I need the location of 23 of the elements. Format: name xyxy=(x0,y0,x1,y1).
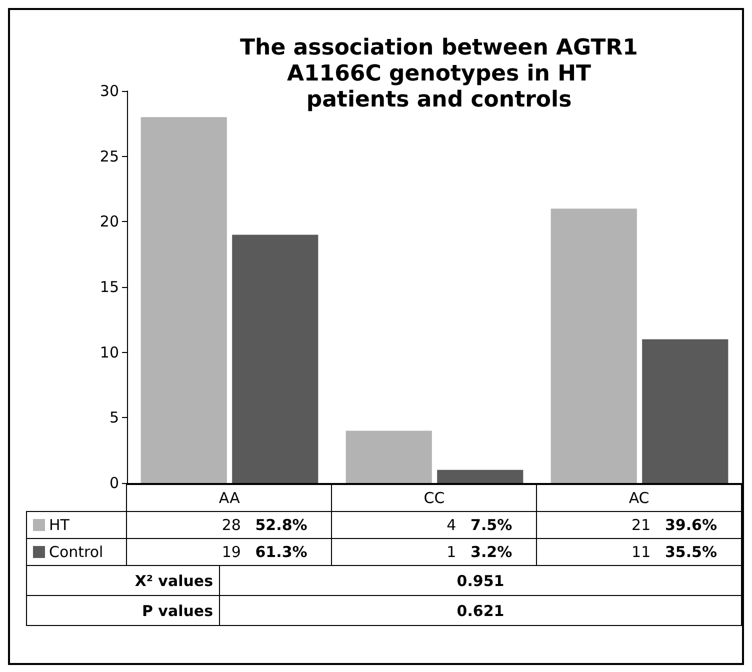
text: 0.621 xyxy=(220,596,742,626)
text: P values xyxy=(26,596,220,626)
data-label: 21 39.6% xyxy=(536,512,742,538)
y-tick-label: 30 xyxy=(100,82,119,100)
data-label: 11 35.5% xyxy=(536,538,742,566)
data-label: 4 7.5% xyxy=(332,512,537,538)
legend-label: HT xyxy=(26,512,127,538)
x-tick-label: AA xyxy=(126,484,332,512)
legend-label: Control xyxy=(26,538,127,566)
y-tick-label: 25 xyxy=(100,147,119,166)
data-label: 19 61.3% xyxy=(126,538,332,566)
data-label: 28 52.8% xyxy=(126,512,332,538)
y-tick-label: 5 xyxy=(109,408,119,427)
y-tick-label: 0 xyxy=(109,474,119,492)
text: X² values xyxy=(26,566,220,596)
y-tick-label: 15 xyxy=(100,278,119,296)
text: 0.951 xyxy=(220,566,742,596)
chart-title: The association between AGTR1 A1166C genotypes in HT patients and controls xyxy=(240,36,638,112)
y-tick-label: 20 xyxy=(100,212,119,231)
y-tick-label: 10 xyxy=(100,343,119,362)
x-tick-label: AC xyxy=(536,484,742,512)
data-label: 1 3.2% xyxy=(332,538,537,566)
x-tick-label: CC xyxy=(332,484,537,512)
